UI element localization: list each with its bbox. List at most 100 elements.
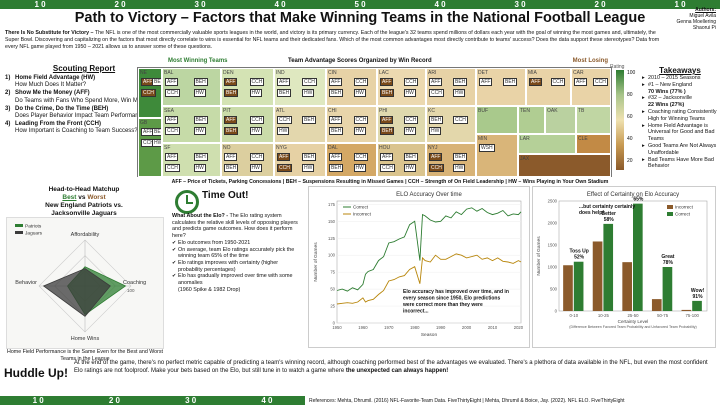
radar-axis-label: Coaching: [123, 280, 146, 286]
advantage-tag: CCH: [141, 89, 156, 97]
author-name: Shaorui Pi: [692, 25, 716, 31]
advantage-tag: CCH: [249, 78, 265, 86]
advantage-tag: HW: [193, 89, 206, 97]
yard-number: 1 0: [34, 0, 46, 9]
x-tick-label: 1990: [436, 325, 446, 330]
author-name: Miguel Avila: [689, 13, 716, 19]
advantage-tag: HW: [249, 127, 262, 135]
advantage-tag: BEH: [277, 89, 292, 97]
item-title: Show Me the Money (AFF): [15, 90, 90, 97]
team-label: OAK: [547, 108, 558, 114]
yard-number: 1 0: [32, 396, 44, 405]
y-tick-label: 50: [330, 287, 335, 292]
treemap-cell-car: CAR AFF CCH: [571, 68, 611, 106]
takeaway-item: 22 Wins (27%): [648, 102, 685, 109]
advantage-tag: CCH: [165, 127, 180, 135]
data-label: Better: [602, 211, 617, 217]
advantage-tag: BEH: [380, 89, 395, 97]
head-to-head-heading: Head-to-Head Matchup Best vs Worst New E…: [4, 186, 164, 218]
takeaways: Takeaways 2010 – 2015 Seasons#1 – New En…: [642, 66, 718, 170]
huddle-heading: Huddle Up!: [4, 366, 68, 380]
certainty-svg: Effect of Certainty on Elo Accuracy 0 500 1…: [536, 192, 708, 329]
advantage-tag: BEH: [503, 78, 518, 86]
chart-callout: does help!: [579, 210, 604, 216]
advantage-tag: AFF: [380, 116, 394, 124]
team-label: ARI: [428, 70, 437, 76]
y-tick-label: 2000: [548, 221, 558, 226]
scale-tick: 20: [627, 158, 633, 164]
team-label: NYJ: [428, 145, 438, 151]
advantage-tag: WSH: [479, 144, 495, 152]
advantage-tag: BEH: [224, 164, 239, 172]
bar-incorrect: [681, 309, 692, 311]
advantage-tag: HW: [302, 164, 315, 172]
chart-annotation: Elo accuracy has improved over time, and…: [403, 289, 509, 295]
advantage-tag: CCH: [277, 164, 292, 172]
scale-tick: 60: [627, 114, 633, 120]
h2h-line1: Head-to-Head Matchup: [48, 186, 120, 193]
h2h-line3: New England Patriots vs.: [45, 202, 123, 209]
scale-tick: 100: [627, 70, 636, 76]
chart-annotation: were correct more than they were: [402, 302, 483, 308]
yard-number: 2 0: [114, 0, 126, 9]
team-label: BUF: [478, 108, 488, 114]
y-axis-label: Number of Games: [536, 236, 542, 276]
advantage-tag: AFF: [380, 153, 394, 161]
yard-number: 3 0: [185, 396, 197, 405]
most-winning-label: Most Winning Teams: [168, 58, 228, 64]
team-label: KC: [428, 108, 435, 114]
team-label: NO: [223, 145, 231, 151]
team-label: CIN: [328, 70, 337, 76]
item-number: 4): [5, 121, 11, 128]
yard-number: 3 0: [514, 0, 526, 9]
advantage-tag: HW: [403, 127, 416, 135]
advantage-tag: HW: [403, 164, 416, 172]
treemap-cell-den: DEN AFF CCH BEH HW: [221, 68, 274, 106]
team-label: CAR: [573, 70, 584, 76]
advantage-tag: CCH: [277, 116, 292, 124]
y-tick-label: 75: [330, 270, 335, 275]
treemap-cell-mia: MIA AFF CCH: [526, 68, 571, 106]
treemap-cell-tb: TB: [576, 106, 611, 134]
legend-label: Incorrect: [353, 212, 372, 217]
scouting-report: Scouting Report 1) Home Field Advantage (…: [5, 64, 163, 137]
advantage-tag: HW: [353, 164, 366, 172]
huddle-body: At the end of the game, there's no perfe…: [74, 360, 708, 374]
yard-number: 3 0: [194, 0, 206, 9]
advantage-tag: AFF: [277, 153, 291, 161]
data-label: Wow!: [691, 288, 705, 294]
advantage-tag: HW: [403, 89, 416, 97]
treemap-cell-det: DET AFF BEH: [476, 68, 526, 106]
item-title: Do the Crime, Do the Time (BEH): [15, 105, 109, 112]
y-tick-label: 2500: [548, 199, 558, 204]
team-label: DEN: [223, 70, 234, 76]
yard-marker-bar-top: 1 0 2 0 3 0 4 0 5 0 4 0 3 0 2 0 1 0: [0, 0, 720, 9]
advantage-tag: CCH: [550, 78, 566, 86]
bar-correct: [603, 223, 614, 311]
advantage-tag: AFF: [165, 153, 179, 161]
data-label-pct: 58%: [604, 217, 615, 223]
treemap-cell-nyg: NYG AFF BEH CCH HW: [274, 143, 326, 177]
data-label: Great: [661, 254, 674, 260]
advantage-tag: BEH: [152, 128, 161, 136]
treemap-cell-dal: DAL AFF CCH BEH HW: [326, 143, 377, 177]
treemap-cell-sea: SEA AFF BEH CCH HW: [162, 106, 221, 143]
treemap-cell-chi: CHI AFF CCH BEH HW: [326, 106, 377, 143]
takeaway-item: Coaching rating Consistently High for Wi…: [642, 109, 718, 123]
advantage-tag: HW: [453, 164, 466, 172]
advantage-tag: CCH: [453, 116, 468, 124]
yard-number: 2 0: [108, 396, 120, 405]
y-tick-label: 25: [330, 304, 335, 309]
x-tick-label: 2020: [514, 325, 524, 330]
treemap-cell-hou: HOU AFF BEH CCH HW: [377, 143, 426, 177]
advantage-tag: CCH: [403, 116, 419, 124]
takeaway-item: #32 – Jacksonville: [642, 95, 718, 102]
team-label: JAX: [520, 156, 530, 162]
x-tick-label: 2010: [488, 325, 498, 330]
timeout-question: What About the Elo? -: [172, 213, 229, 219]
treemap-cell-gb: GBAFFBEHCCHHW: [138, 118, 162, 177]
author-name: Genna Moellering: [676, 19, 716, 25]
treemap-cell-ne: NEAFFBEHCCH: [138, 68, 162, 118]
stopwatch-icon: [175, 190, 199, 214]
